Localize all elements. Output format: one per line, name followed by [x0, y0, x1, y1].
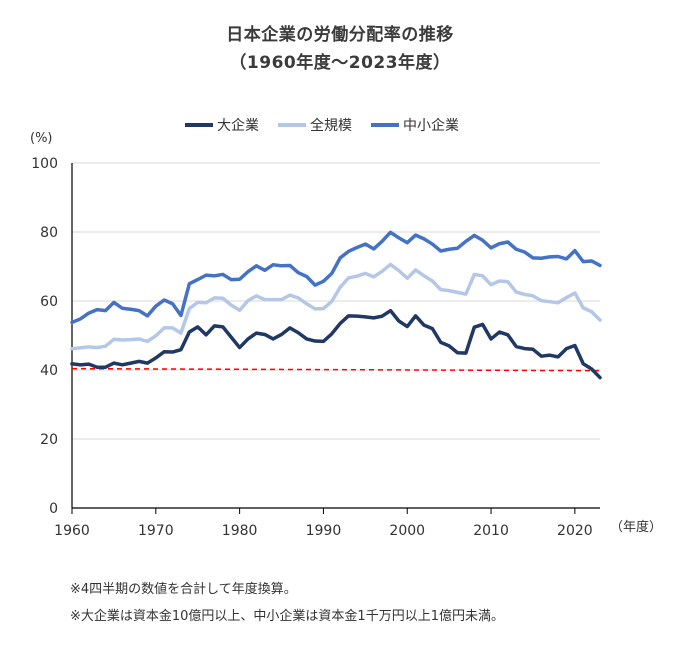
legend-label: 中小企業	[403, 117, 459, 134]
x-axis-label: （年度）	[610, 519, 662, 535]
y-tick-label: 40	[40, 363, 58, 379]
legend: 大企業 全規模 中小企業	[185, 117, 459, 134]
legend-label: 大企業	[217, 117, 259, 134]
y-tick-label: 60	[40, 294, 58, 310]
legend-label: 全規模	[310, 117, 352, 134]
x-tick-label: 1970	[138, 523, 174, 539]
x-tick-label: 2010	[473, 523, 509, 539]
series-line-大企業	[70, 308, 602, 380]
grid	[72, 162, 600, 509]
footnote-2: ※大企業は資本金10億円以上、中小企業は資本金1千万円以上1億円未満。	[70, 609, 504, 624]
y-tick-label: 0	[49, 501, 58, 517]
axes: (%) （年度） 0 20 40 60 80 100 1960 1970 1980 1990 200…	[30, 131, 662, 539]
y-axis-label: (%)	[30, 131, 53, 146]
y-tick-label: 20	[40, 432, 58, 448]
x-tick-label: 1980	[222, 523, 258, 539]
x-tick-label: 1960	[54, 523, 90, 539]
x-tick-label: 2020	[557, 523, 593, 539]
series-line-全規模	[70, 262, 602, 351]
reference-line-layer	[71, 367, 601, 372]
footnote-1: ※4四半期の数値を合計して年度換算。	[70, 582, 297, 597]
x-tick-label: 2000	[389, 523, 425, 539]
reference-line	[71, 367, 601, 372]
series-layer	[70, 230, 602, 380]
y-tick-label: 80	[40, 225, 58, 241]
chart-title: 日本企業の労働分配率の推移	[226, 25, 454, 45]
x-tick-label: 1990	[306, 523, 342, 539]
series-line-中小企業	[70, 230, 602, 325]
y-tick-label: 100	[31, 156, 58, 172]
chart-subtitle: （1960年度～2023年度）	[229, 53, 451, 73]
